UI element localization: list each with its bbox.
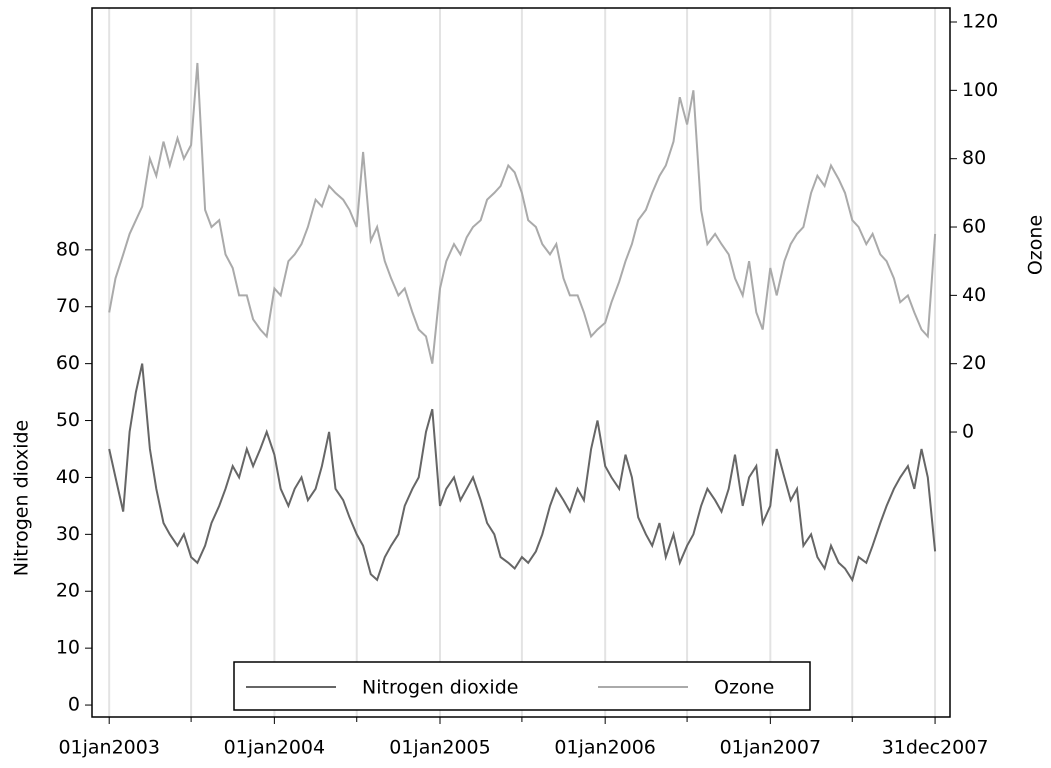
- y-tick-label: 50: [56, 409, 80, 431]
- y2-tick-label: 60: [962, 216, 986, 238]
- legend-label: Nitrogen dioxide: [362, 677, 518, 699]
- y2-tick-label: 120: [962, 11, 998, 33]
- y2-tick-label: 0: [962, 421, 974, 443]
- x-tick-label: 01jan2007: [720, 737, 822, 759]
- x-tick-label: 31dec2007: [882, 737, 989, 759]
- y-tick-label: 10: [56, 637, 80, 659]
- y-tick-label: 80: [56, 238, 80, 260]
- x-tick-label: 01jan2003: [58, 737, 160, 759]
- y2-tick-label: 100: [962, 79, 998, 101]
- y-tick-label: 20: [56, 580, 80, 602]
- y-tick-label: 40: [56, 466, 80, 488]
- series-line: [108, 363, 937, 583]
- y-axis-label: Nitrogen dioxide: [11, 420, 33, 576]
- y-tick-label: 30: [56, 523, 80, 545]
- y-tick-label: 60: [56, 352, 80, 374]
- plot-frame: [91, 7, 951, 718]
- x-tick-label: 01jan2005: [389, 737, 491, 759]
- series-line: [108, 62, 937, 364]
- x-tick-label: 01jan2006: [554, 737, 656, 759]
- y2-tick-label: 80: [962, 147, 986, 169]
- x-tick-label: 01jan2004: [224, 737, 326, 759]
- y-tick-label: 0: [68, 694, 80, 716]
- y2-axis-label: Ozone: [1025, 215, 1047, 275]
- legend-label: Ozone: [714, 677, 774, 699]
- y2-tick-label: 20: [962, 352, 986, 374]
- y2-tick-label: 40: [962, 284, 986, 306]
- y-tick-label: 70: [56, 295, 80, 317]
